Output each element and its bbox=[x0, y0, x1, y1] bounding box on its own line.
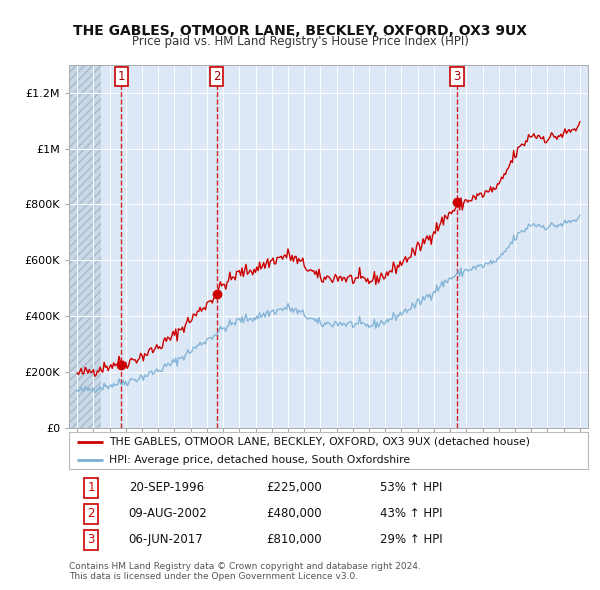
Text: THE GABLES, OTMOOR LANE, BECKLEY, OXFORD, OX3 9UX: THE GABLES, OTMOOR LANE, BECKLEY, OXFORD… bbox=[73, 24, 527, 38]
Text: 53% ↑ HPI: 53% ↑ HPI bbox=[380, 481, 443, 494]
Text: Price paid vs. HM Land Registry's House Price Index (HPI): Price paid vs. HM Land Registry's House … bbox=[131, 35, 469, 48]
Text: THE GABLES, OTMOOR LANE, BECKLEY, OXFORD, OX3 9UX (detached house): THE GABLES, OTMOOR LANE, BECKLEY, OXFORD… bbox=[109, 437, 530, 447]
Text: 43% ↑ HPI: 43% ↑ HPI bbox=[380, 507, 443, 520]
Text: Contains HM Land Registry data © Crown copyright and database right 2024.: Contains HM Land Registry data © Crown c… bbox=[69, 562, 421, 571]
Text: 1: 1 bbox=[88, 481, 95, 494]
Text: 3: 3 bbox=[88, 533, 95, 546]
Text: 06-JUN-2017: 06-JUN-2017 bbox=[128, 533, 203, 546]
Text: 2: 2 bbox=[88, 507, 95, 520]
Text: £480,000: £480,000 bbox=[266, 507, 322, 520]
Text: 20-SEP-1996: 20-SEP-1996 bbox=[128, 481, 204, 494]
Bar bbox=[69, 65, 101, 428]
Text: 3: 3 bbox=[454, 70, 461, 83]
Text: 1: 1 bbox=[118, 70, 125, 83]
Text: £225,000: £225,000 bbox=[266, 481, 322, 494]
Text: 09-AUG-2002: 09-AUG-2002 bbox=[128, 507, 208, 520]
Text: HPI: Average price, detached house, South Oxfordshire: HPI: Average price, detached house, Sout… bbox=[109, 455, 410, 465]
Text: 2: 2 bbox=[213, 70, 220, 83]
Text: 29% ↑ HPI: 29% ↑ HPI bbox=[380, 533, 443, 546]
Text: £810,000: £810,000 bbox=[266, 533, 322, 546]
Text: This data is licensed under the Open Government Licence v3.0.: This data is licensed under the Open Gov… bbox=[69, 572, 358, 581]
